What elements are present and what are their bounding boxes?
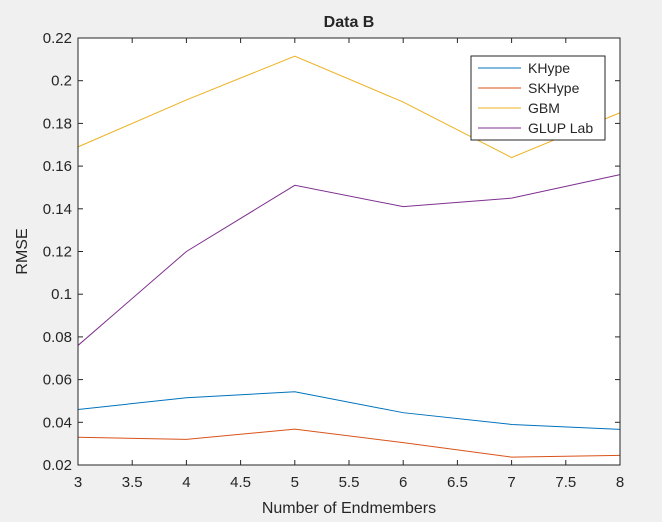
legend-label: GLUP Lab <box>528 120 593 136</box>
y-tick-label: 0.2 <box>51 73 72 90</box>
legend-box <box>470 55 606 141</box>
x-tick-label: 4 <box>182 474 190 491</box>
legend: KHype SKHype GBM GLUP Lab <box>470 55 606 141</box>
x-tick-label: 6 <box>399 474 407 491</box>
x-tick-label: 5.5 <box>339 474 360 491</box>
y-tick-label: 0.18 <box>43 115 72 132</box>
y-tick-label: 0.08 <box>43 329 72 346</box>
x-tick-label: 5 <box>291 474 299 491</box>
series-line-skhype <box>77 428 621 458</box>
y-tick-label: 0.1 <box>51 286 72 303</box>
x-tick-label: 8 <box>616 474 624 491</box>
tick-layer: 3 3.5 4 4.5 5 5.5 6 6.5 7 7.5 8 0.02 0.04 0.06 0.08 0.1… <box>43 30 624 491</box>
legend-label: KHype <box>528 60 570 76</box>
series-line-glup-lab <box>77 174 621 346</box>
chart-title: Data B <box>324 14 375 31</box>
plot-frame <box>77 37 621 466</box>
y-tick-label: 0.04 <box>43 414 72 431</box>
y-tick-label: 0.06 <box>43 372 72 389</box>
x-tick-label: 6.5 <box>447 474 468 491</box>
x-tick-label: 3 <box>74 474 82 491</box>
series-layer <box>77 55 621 458</box>
y-tick-label: 0.16 <box>43 158 72 175</box>
y-axis-label: RMSE <box>14 228 31 274</box>
series-line-khype <box>77 391 621 430</box>
x-tick-label: 3.5 <box>122 474 143 491</box>
y-tick-label: 0.14 <box>43 201 72 218</box>
y-tick-label: 0.02 <box>43 457 72 474</box>
x-axis-label: Number of Endmembers <box>262 500 436 517</box>
y-tick-label: 0.22 <box>43 30 72 47</box>
x-tick-label: 4.5 <box>230 474 251 491</box>
x-tick-label: 7 <box>507 474 515 491</box>
x-tick-label: 7.5 <box>555 474 576 491</box>
series-line-gbm <box>77 55 621 159</box>
legend-label: GBM <box>528 100 560 116</box>
y-tick-label: 0.12 <box>43 244 72 261</box>
legend-label: SKHype <box>528 80 580 96</box>
